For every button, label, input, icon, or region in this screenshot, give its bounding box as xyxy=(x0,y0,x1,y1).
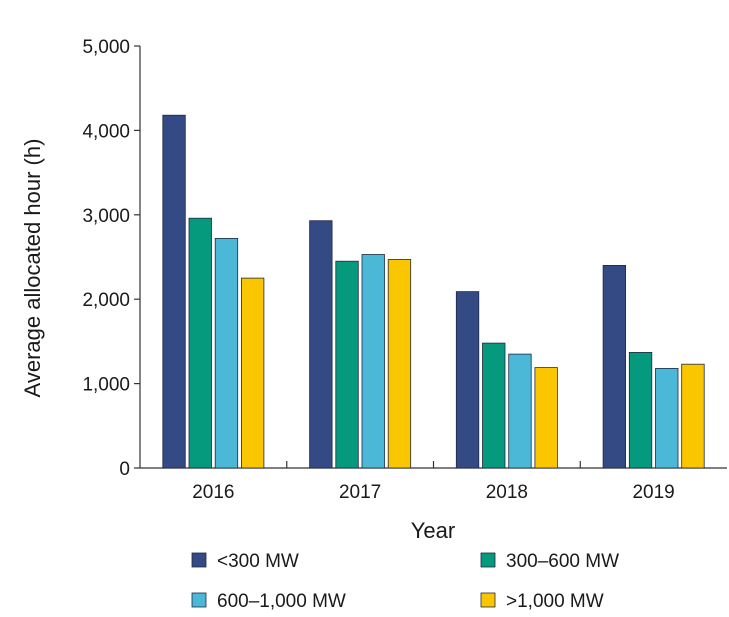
y-axis: 0 1,000 2,000 3,000 4,000 5,000 xyxy=(82,37,141,480)
legend-item: 600–1,000 MW xyxy=(191,591,346,612)
y-tick-label: 3,000 xyxy=(82,206,130,227)
bar xyxy=(309,220,333,469)
bar xyxy=(628,351,653,469)
legend-swatch xyxy=(191,552,207,568)
legend-label: >1,000 MW xyxy=(506,591,604,612)
legend-item: >1,000 MW xyxy=(480,591,604,612)
legend-label: 600–1,000 MW xyxy=(217,591,346,612)
bar xyxy=(162,114,186,469)
x-axis-title: Year xyxy=(411,518,455,543)
legend-item: 300–600 MW xyxy=(480,551,619,572)
y-tick-label: 2,000 xyxy=(82,290,130,311)
bar xyxy=(240,277,265,469)
legend: <300 MW 300–600 MW 600–1,000 MW >1,000 MW xyxy=(191,551,619,612)
bar xyxy=(387,259,412,469)
y-axis-title: Average allocated hour (h) xyxy=(20,139,45,398)
bar xyxy=(655,367,679,469)
y-tick-label: 5,000 xyxy=(82,37,130,58)
bar xyxy=(361,254,385,469)
bar xyxy=(681,363,705,469)
bar xyxy=(508,353,532,469)
bar xyxy=(214,237,239,469)
x-tick-label: 2019 xyxy=(632,482,674,503)
y-tick-label: 4,000 xyxy=(82,121,130,142)
bar xyxy=(602,264,626,469)
bars xyxy=(162,114,705,469)
x-tick-label: 2016 xyxy=(192,482,234,503)
bar xyxy=(482,342,506,469)
x-axis: 2016 2017 2018 2019 xyxy=(140,461,727,503)
x-tick-label: 2017 xyxy=(339,482,381,503)
bar xyxy=(455,291,480,469)
y-tick-label: 1,000 xyxy=(82,375,130,396)
y-tick-label: 0 xyxy=(119,459,130,480)
legend-swatch xyxy=(480,552,496,568)
legend-swatch xyxy=(480,592,496,608)
legend-swatch xyxy=(191,592,207,608)
legend-item: <300 MW xyxy=(191,551,299,572)
legend-label: 300–600 MW xyxy=(506,551,619,572)
bar xyxy=(188,217,212,469)
bar xyxy=(335,260,359,469)
bar xyxy=(534,367,558,469)
legend-label: <300 MW xyxy=(217,551,299,572)
x-tick-label: 2018 xyxy=(486,482,528,503)
